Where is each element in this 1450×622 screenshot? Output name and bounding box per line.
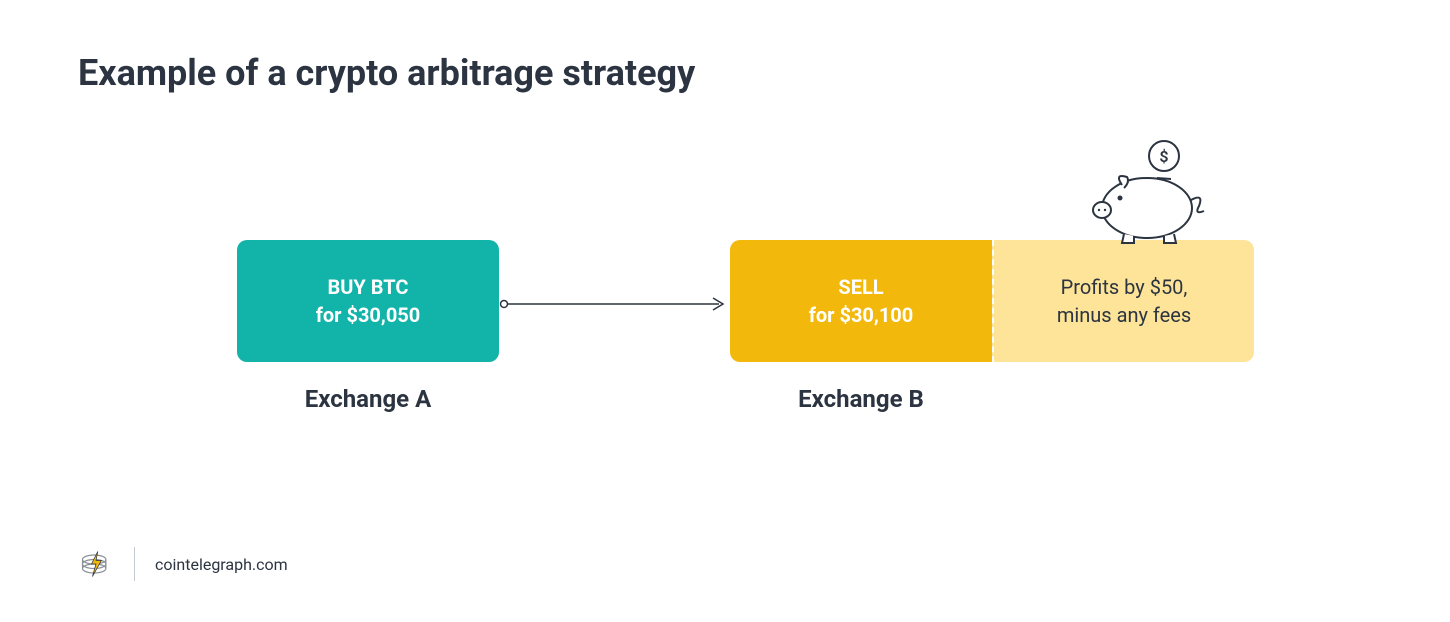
buy-line1: BUY BTC [327, 275, 408, 299]
footer: cointelegraph.com [78, 546, 288, 582]
piggy-bank-icon: $ [1072, 138, 1222, 248]
exchange-a-label: Exchange A [237, 385, 499, 413]
exchange-b-label: Exchange B [730, 385, 992, 413]
arrow-icon [499, 294, 731, 314]
svg-text:$: $ [1159, 147, 1168, 166]
sell-line1: SELL [838, 275, 883, 299]
profit-box: Profits by $50, minus any fees [992, 240, 1254, 362]
cointelegraph-logo-icon [78, 546, 114, 582]
buy-box: BUY BTC for $30,050 [237, 240, 499, 362]
footer-divider [134, 547, 135, 581]
sell-line2: for $30,100 [809, 303, 914, 327]
profit-line1: Profits by $50, [1061, 275, 1188, 299]
sell-box: SELL for $30,100 [730, 240, 992, 362]
buy-line2: for $30,050 [316, 303, 421, 327]
profit-line2: minus any fees [1057, 303, 1191, 327]
page-title: Example of a crypto arbitrage strategy [78, 52, 695, 94]
footer-site: cointelegraph.com [155, 555, 288, 574]
